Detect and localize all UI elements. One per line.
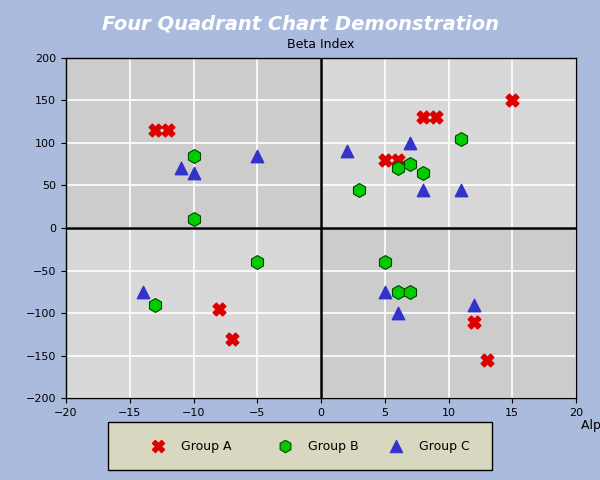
Point — [418, 169, 428, 177]
Point — [163, 126, 173, 134]
Text: Group B: Group B — [308, 440, 358, 453]
Point — [188, 169, 198, 177]
Text: Four Quadrant Chart Demonstration: Four Quadrant Chart Demonstration — [101, 14, 499, 34]
Point — [380, 288, 389, 296]
Text: Group C: Group C — [419, 440, 470, 453]
Point — [406, 139, 415, 147]
Point — [393, 288, 403, 296]
Point — [508, 96, 517, 104]
Point — [457, 186, 466, 193]
Point — [355, 186, 364, 193]
Point — [151, 301, 160, 309]
Point — [391, 443, 401, 450]
Point — [342, 147, 352, 155]
FancyBboxPatch shape — [108, 422, 492, 470]
Point — [406, 160, 415, 168]
Point — [138, 288, 148, 296]
Point — [380, 258, 389, 266]
Point — [393, 165, 403, 172]
Point — [431, 113, 440, 121]
Point — [188, 152, 198, 159]
Point — [253, 258, 262, 266]
Point — [469, 318, 479, 325]
Point — [176, 165, 185, 172]
Text: Alpha Index: Alpha Index — [581, 419, 600, 432]
Point — [227, 335, 236, 343]
Point — [280, 443, 289, 450]
Point — [406, 288, 415, 296]
Text: Group A: Group A — [181, 440, 232, 453]
Point — [418, 186, 428, 193]
Point — [393, 156, 403, 164]
Point — [188, 216, 198, 223]
Point — [457, 135, 466, 143]
Point — [253, 152, 262, 159]
Point — [380, 156, 389, 164]
Point — [418, 113, 428, 121]
Text: Beta Index: Beta Index — [287, 38, 355, 51]
Point — [482, 356, 491, 364]
Point — [393, 309, 403, 317]
Point — [151, 126, 160, 134]
Point — [153, 443, 163, 450]
Point — [469, 301, 479, 309]
Point — [214, 305, 224, 313]
